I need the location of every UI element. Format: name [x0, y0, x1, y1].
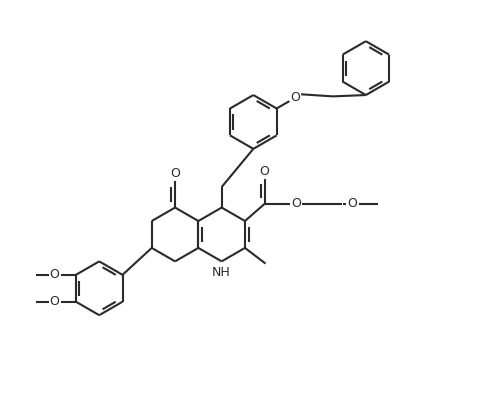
Text: O: O	[260, 165, 270, 178]
Text: O: O	[50, 295, 60, 308]
Text: O: O	[347, 197, 357, 210]
Text: O: O	[170, 167, 180, 180]
Text: NH: NH	[212, 265, 230, 278]
Text: O: O	[290, 91, 300, 104]
Text: O: O	[291, 197, 301, 210]
Text: O: O	[50, 268, 60, 281]
